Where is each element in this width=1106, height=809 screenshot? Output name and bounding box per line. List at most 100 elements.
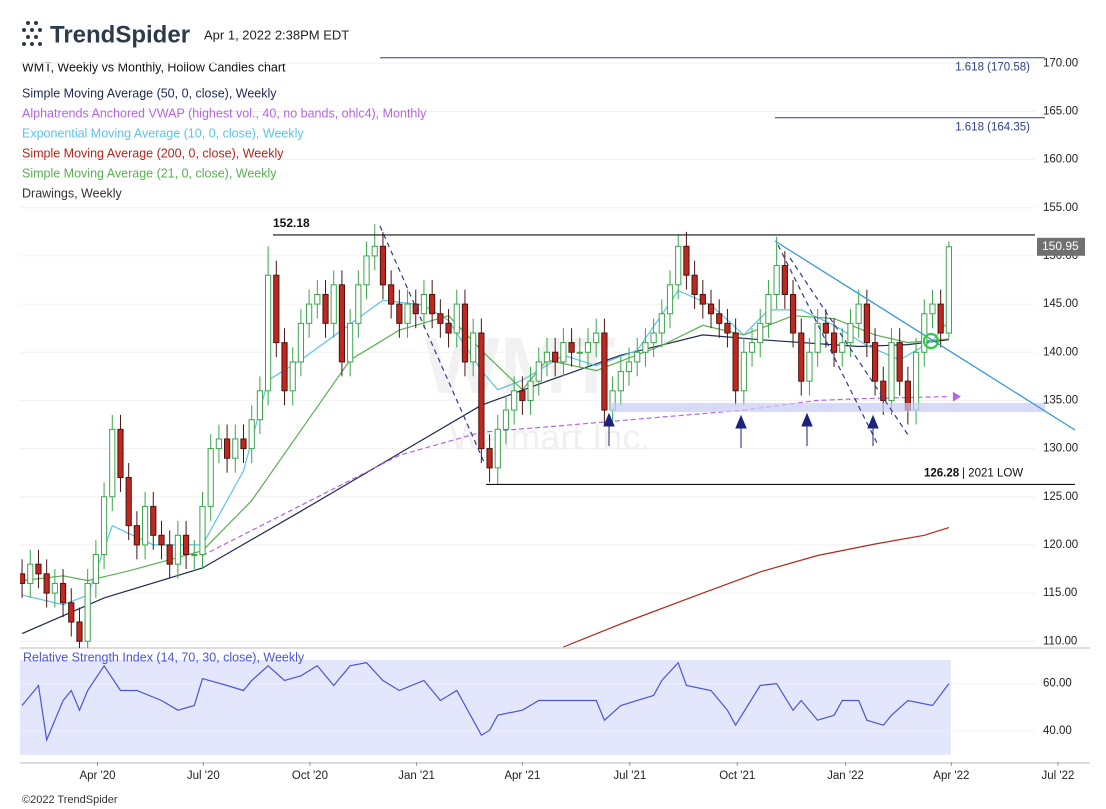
y-tick-label: 110.00 [1043,635,1077,647]
level-label: 126.28 [924,467,960,479]
candle-body [182,534,190,556]
candle-body [625,361,633,373]
candle-body [929,303,936,315]
y-tick-label: 130.00 [1043,443,1078,455]
candle-body [371,245,378,257]
dashed-trend-line [777,244,879,446]
fib-label: 1.618 (164.35) [955,122,1030,134]
candle-body [912,351,920,411]
candle-body [453,303,460,334]
y-tick-label: 115.00 [1043,587,1077,599]
x-tick-label: Jul '21 [613,770,646,782]
candle-body [576,351,583,354]
last-price-label: 150.95 [1042,239,1079,253]
candle-body [748,342,756,353]
x-tick-label: Jan '22 [827,770,864,782]
candle-body [683,245,690,276]
x-tick-label: Apr '20 [79,770,115,782]
candle-body [338,284,346,363]
candle-body [896,342,903,382]
candle-body [839,342,846,353]
level-note: | 2021 LOW [962,467,1023,479]
drawings [379,225,1076,463]
candle-body [289,361,296,392]
candle-body [634,351,641,363]
candle-body [937,303,944,334]
candle-body [117,428,124,478]
candle-body [379,245,387,286]
candle-body [355,284,362,324]
candle-body [76,621,83,642]
x-tick-label: Apr '21 [504,770,540,782]
candle-body [757,322,764,344]
candle-body [281,342,288,392]
candle-body [732,332,739,392]
candle-body [92,554,99,584]
candle-body [535,361,542,382]
candle-body [814,322,821,353]
rsi-lines [21,661,950,743]
y-tick-label: 135.00 [1043,394,1078,406]
candle-body [191,554,198,557]
legend-entry: Exponential Moving Average (10, 0, close… [22,126,304,140]
legend-entry: Simple Moving Average (21, 0, close), We… [22,166,277,180]
candle-body [470,332,477,363]
candle-body [232,438,239,459]
candle-body [601,332,608,411]
candle-body [199,505,206,556]
y-tick-label: 155.00 [1043,202,1078,214]
vwap-arrow [952,391,961,402]
logo-icon [22,21,42,46]
candle-body [133,525,140,546]
x-tick-label: Apr '22 [933,770,969,782]
legend-entry: Alphatrends Anchored VWAP (highest vol.,… [22,106,427,120]
x-tick-label: Jul '20 [187,770,220,782]
labels: 110.00 115.00 120.00 125.00 130.00 135.00 140.… [22,57,1085,782]
timestamp: Apr 1, 2022 2:38PM EDT [204,27,349,42]
candle-body [593,332,600,344]
candle-body [494,428,501,469]
moving-average-line [563,527,950,648]
candle-body [43,573,50,594]
candle-body [125,476,132,527]
legend-entry: Simple Moving Average (200, 0, close), W… [22,146,284,160]
candle-body [511,390,518,411]
candle-body [215,438,222,450]
x-tick-label: Jul '22 [1042,770,1075,782]
candle-body [822,322,829,334]
candle-body [35,563,42,575]
candle-body [502,409,510,430]
fib-label: 1.618 (170.58) [955,62,1030,74]
candle-body [396,303,403,324]
trend-line [774,240,1076,431]
legend-entry: Drawings, Weekly [22,186,123,200]
level-label: 152.18 [273,216,310,230]
chart-title: WMT, Weekly vs Monthly, Hollow Candles c… [22,60,286,74]
candle-body [855,303,862,324]
candle-body [404,303,411,324]
candle-body [437,313,444,324]
y-tick-label: 165.00 [1043,105,1078,117]
candle-body [666,284,674,315]
y-tick-label: 60.00 [1043,678,1072,690]
y-tick-label: 140.00 [1043,346,1078,358]
candle-body [412,303,419,315]
x-tick-label: Oct '20 [292,770,328,782]
candle-body [830,332,838,353]
candle-body [552,351,559,363]
candle-body [100,496,108,556]
x-tick-label: Jan '21 [398,770,435,782]
arrows [603,412,879,448]
candle-body [297,322,305,363]
candle-body [59,582,67,604]
candle-body [224,438,231,459]
rsi-band [20,659,951,755]
candle-body [461,303,469,363]
y-tick-label: 160.00 [1043,154,1078,166]
dashed-trend-line [379,225,485,463]
candle-body [871,342,879,382]
candle-body [519,390,526,401]
candle-body [527,380,534,401]
candle-body [806,351,813,382]
